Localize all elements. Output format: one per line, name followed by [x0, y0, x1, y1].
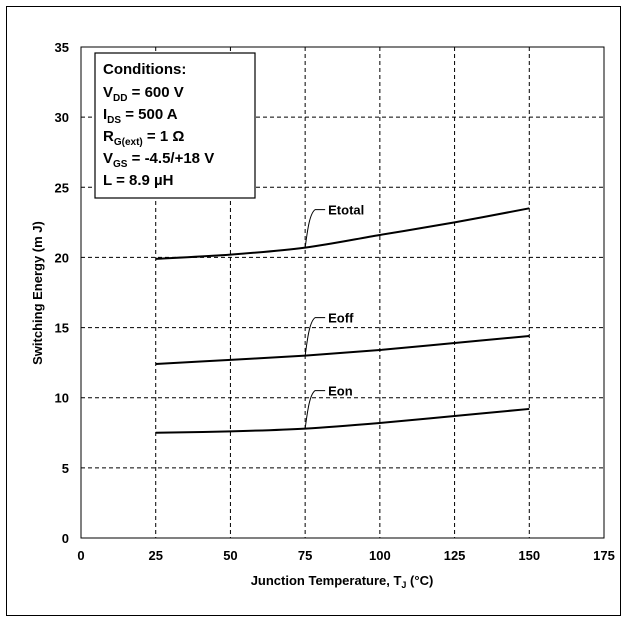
- y-tick-label: 20: [55, 250, 69, 265]
- x-tick-label: 100: [369, 548, 391, 563]
- x-tick-label: 50: [223, 548, 237, 563]
- series-label-leaders: Etotal Eoff Eon: [304, 203, 364, 429]
- x-tick-label: 0: [77, 548, 84, 563]
- x-tick-label: 75: [298, 548, 312, 563]
- x-tick-label: 125: [444, 548, 466, 563]
- x-tick-label: 175: [593, 548, 615, 563]
- plot-area: [80, 46, 605, 539]
- label-leader-etotal: [304, 209, 326, 248]
- x-tick-label: 25: [148, 548, 162, 563]
- series-line-etotal: [155, 207, 530, 260]
- y-tick-label: 35: [55, 40, 69, 55]
- y-tick-label: 0: [62, 531, 69, 546]
- condition-line: IDS = 500 A: [103, 106, 178, 126]
- y-tick-labels: 0 5 10 15 20 25 30 35: [55, 40, 69, 546]
- x-tick-labels: 0 25 50 75 100 125 150 175: [77, 548, 614, 563]
- x-axis-title: Junction Temperature, TJ (°C): [251, 573, 434, 590]
- figure-frame: [6, 6, 621, 616]
- condition-line: L = 8.9 µH: [103, 172, 174, 189]
- series-line-eon: [155, 407, 530, 434]
- condition-line: VGS = -4.5/+18 V: [103, 150, 214, 170]
- y-tick-label: 15: [55, 321, 69, 336]
- y-tick-label: 10: [55, 391, 69, 406]
- y-axis-title: Switching Energy (m J): [30, 221, 45, 365]
- y-tick-label: 30: [55, 110, 69, 125]
- condition-line: VDD = 600 V: [103, 84, 184, 104]
- label-leader-eoff: [304, 317, 326, 356]
- series-group: [155, 207, 530, 434]
- series-label-etotal: Etotal: [328, 203, 364, 218]
- series-line-eoff: [155, 334, 530, 366]
- condition-line: RG(ext) = 1 Ω: [103, 128, 184, 148]
- series-label-eon: Eon: [328, 384, 353, 399]
- y-tick-label: 25: [55, 180, 69, 195]
- series-label-eoff: Eoff: [328, 311, 354, 326]
- y-tick-label: 5: [62, 461, 69, 476]
- label-leader-eon: [304, 390, 326, 429]
- x-tick-label: 150: [518, 548, 540, 563]
- conditions-title: Conditions:: [103, 61, 186, 78]
